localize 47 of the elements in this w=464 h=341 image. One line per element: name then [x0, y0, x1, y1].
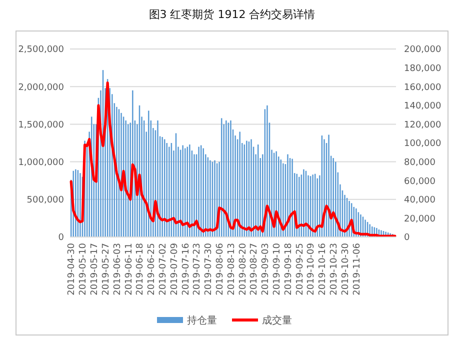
x-tick-label: 2019-09-03	[261, 243, 272, 296]
chart-title: 图3 红枣期货 1912 合约交易详情	[148, 8, 316, 21]
y2-tick-label: 140,000	[404, 102, 442, 112]
y-tick-label: 2,000,000	[18, 82, 64, 93]
x-tick-label: 2019-10-30	[340, 242, 351, 296]
x-tick-label: 2019-07-09	[170, 242, 180, 296]
x-tick-label: 2019-10-23	[329, 243, 340, 296]
y2-tick-label: 120,000	[404, 120, 442, 130]
y2-tick-label: 0	[404, 233, 410, 244]
x-tick-label: 2019-05-10	[78, 242, 89, 296]
x-tick-label: 2019-08-20	[238, 242, 248, 296]
x-tick-label: 2019-07-16	[181, 242, 192, 296]
x-tick-label: 2019-11-06	[352, 242, 362, 296]
x-tick-label: 2019-04-30	[67, 242, 78, 296]
x-tick-label: 2019-09-10	[272, 242, 282, 296]
x-tick-label: 2019-10-09	[306, 242, 317, 296]
y-tick-label: 1,500,000	[18, 120, 64, 130]
x-tick-label: 2019-09-25	[295, 243, 306, 296]
x-tick-label: 2019-07-30	[204, 242, 214, 296]
x-tick-label: 2019-06-11	[124, 243, 134, 296]
y2-tick-label: 160,000	[404, 82, 442, 93]
y-tick-label: 0	[58, 233, 64, 244]
x-tick-label: 2019-06-03	[112, 243, 123, 296]
y2-tick-label: 180,000	[404, 64, 442, 74]
x-tick-label: 2019-10-16	[318, 242, 328, 296]
x-tick-label: 2019-07-23	[192, 243, 203, 296]
y2-tick-label: 80,000	[404, 158, 436, 168]
y2-tick-label: 60,000	[404, 176, 436, 187]
line-series	[70, 82, 396, 238]
x-tick-label: 2019-08-06	[215, 242, 226, 296]
y-tick-label: 500,000	[26, 196, 64, 206]
y-tick-label: 1,000,000	[18, 158, 64, 168]
x-tick-label: 2019-06-18	[136, 242, 146, 296]
x-tick-label: 2019-05-27	[101, 243, 112, 296]
y2-tick-label: 40,000	[404, 196, 436, 206]
legend-label: 持仓量	[187, 314, 217, 326]
y-tick-label: 2,500,000	[18, 45, 64, 56]
x-tick-label: 2019-08-13	[226, 243, 237, 296]
y2-tick-label: 20,000	[404, 214, 436, 224]
legend-label: 成交量	[262, 314, 292, 326]
x-tick-label: 2019-05-17	[90, 243, 100, 296]
y2-tick-label: 200,000	[404, 45, 442, 56]
x-tick-label: 2019-08-27	[250, 243, 260, 296]
y2-tick-label: 100,000	[404, 139, 442, 150]
x-tick-label: 2019-07-02	[158, 243, 168, 296]
x-tick-label: 2019-06-25	[147, 243, 158, 296]
x-tick-label: 2019-09-18	[284, 242, 294, 296]
